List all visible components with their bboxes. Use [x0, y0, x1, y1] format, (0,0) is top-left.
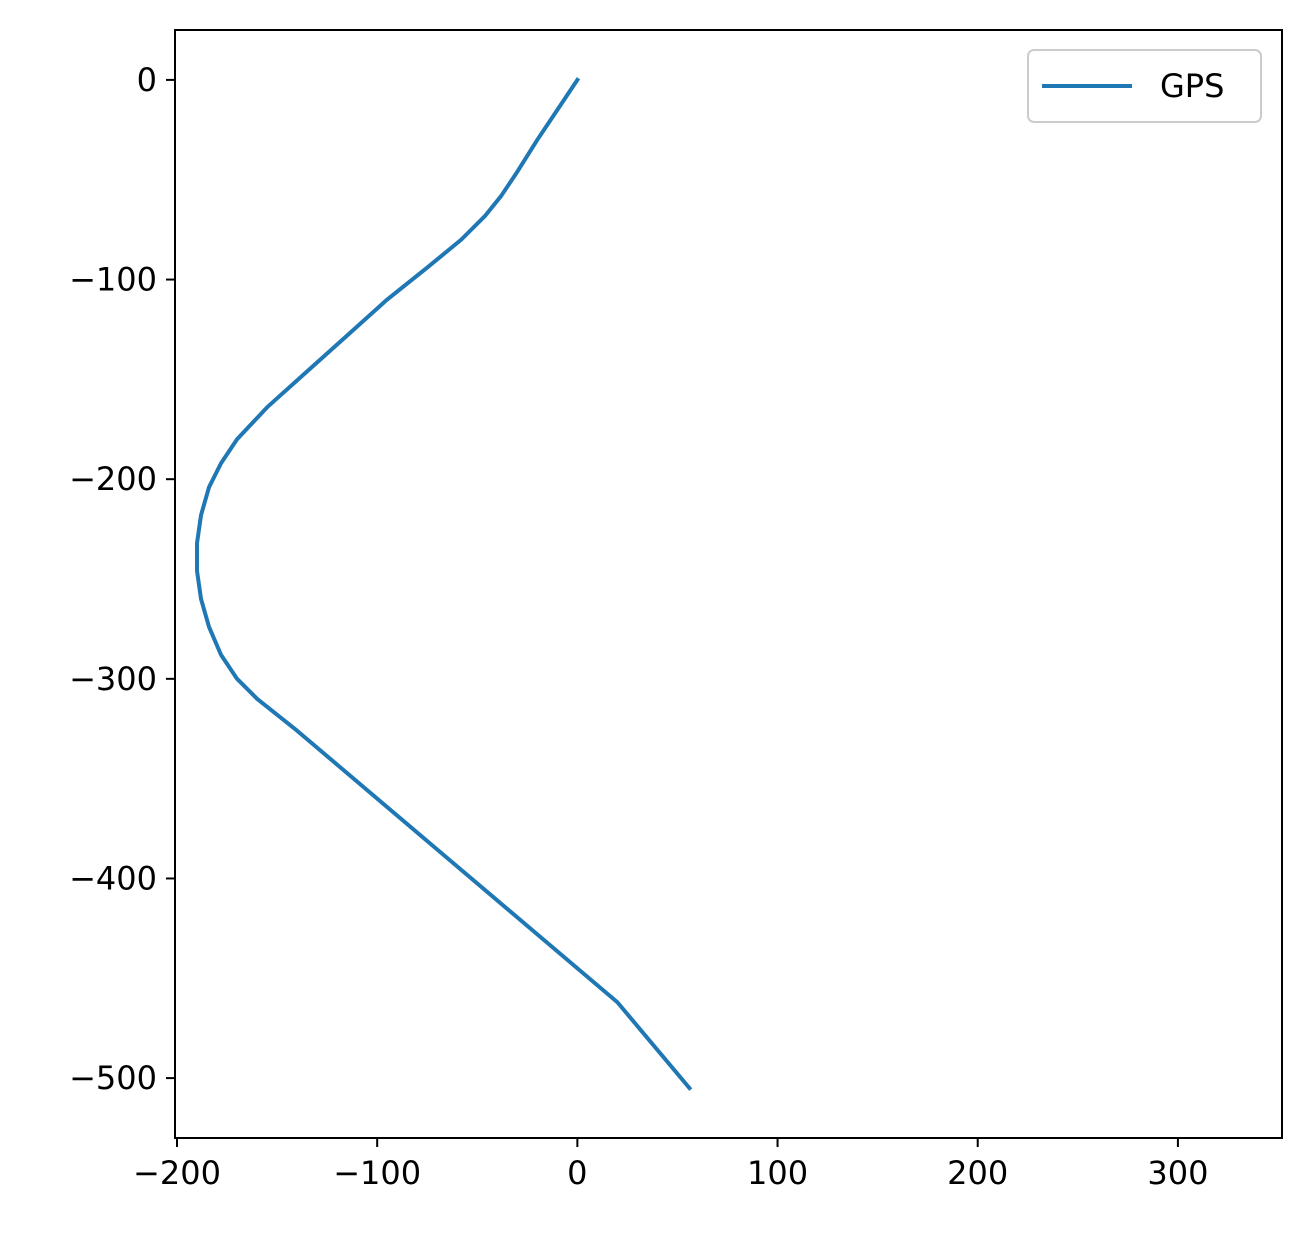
y-tick-label: −300	[69, 660, 157, 698]
y-tick-label: −200	[69, 460, 157, 498]
axes: −200 −100 0 100 200 300 0 −100 −200 −300 −400 −500	[69, 29, 1283, 1192]
y-tick-label: 0	[137, 61, 157, 99]
y-tick-label: −500	[69, 1059, 157, 1097]
x-tick-label: 300	[1147, 1154, 1208, 1192]
series-line-gps	[195, 77, 693, 1091]
x-tick-label: 100	[747, 1154, 808, 1192]
y-tick-label: −400	[69, 859, 157, 897]
legend: GPS	[1027, 49, 1262, 123]
legend-box	[1027, 49, 1262, 123]
plot-area	[195, 77, 693, 1091]
x-tick-label: −200	[133, 1154, 221, 1192]
axes-frame	[174, 29, 1283, 1139]
x-tick-label: −100	[333, 1154, 421, 1192]
x-tick-label: 200	[947, 1154, 1008, 1192]
y-tick-label: −100	[69, 261, 157, 299]
x-tick-label: 0	[567, 1154, 587, 1192]
legend-label: GPS	[1160, 67, 1224, 105]
